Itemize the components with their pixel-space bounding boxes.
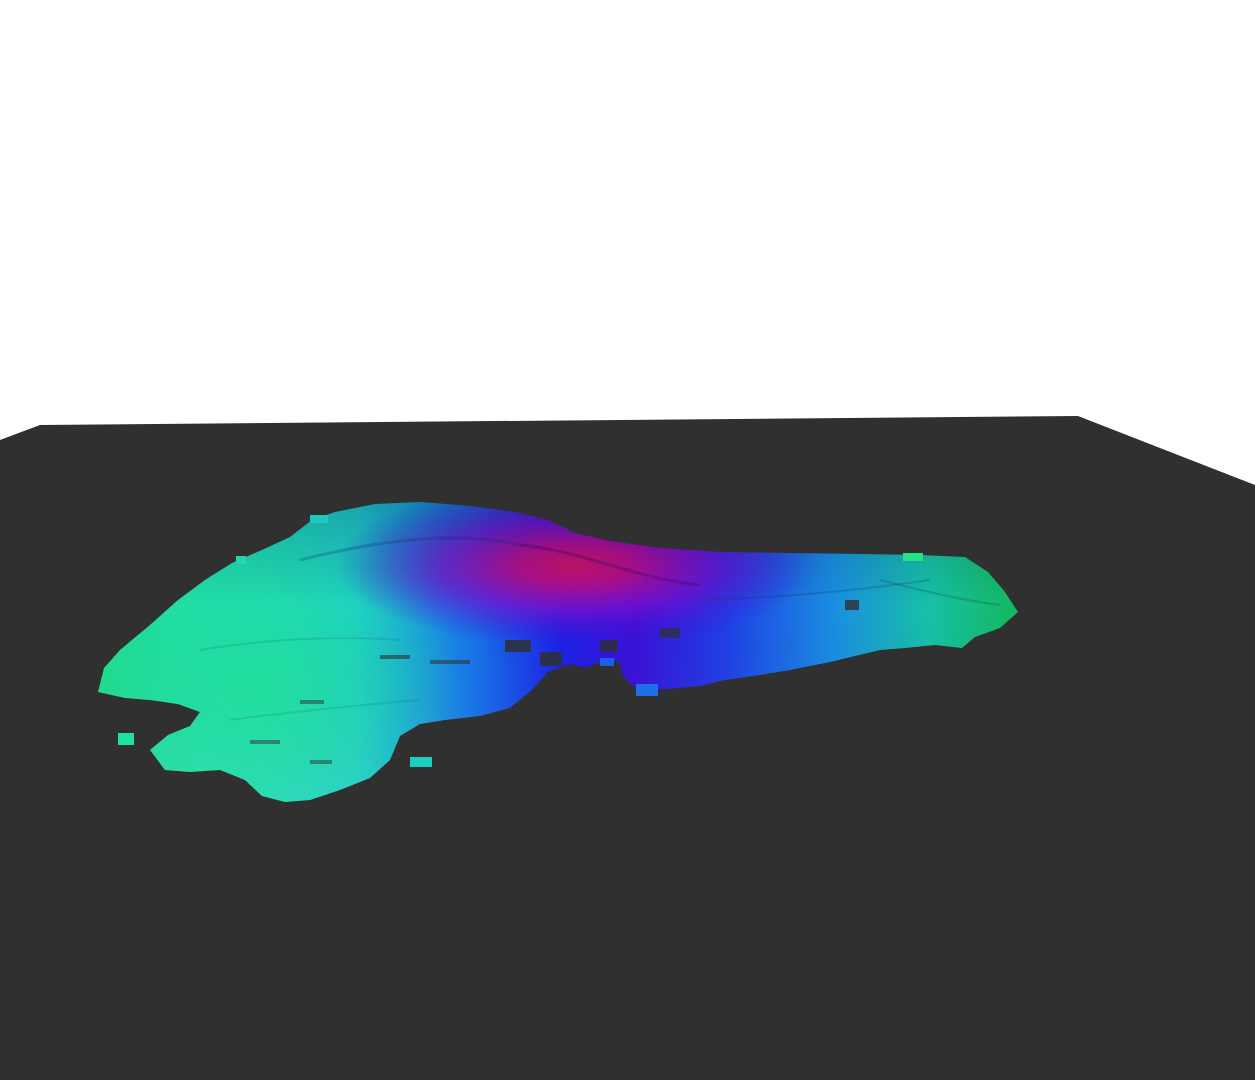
- 3d-viewport[interactable]: [0, 0, 1255, 1080]
- scene-canvas[interactable]: [0, 0, 1255, 1080]
